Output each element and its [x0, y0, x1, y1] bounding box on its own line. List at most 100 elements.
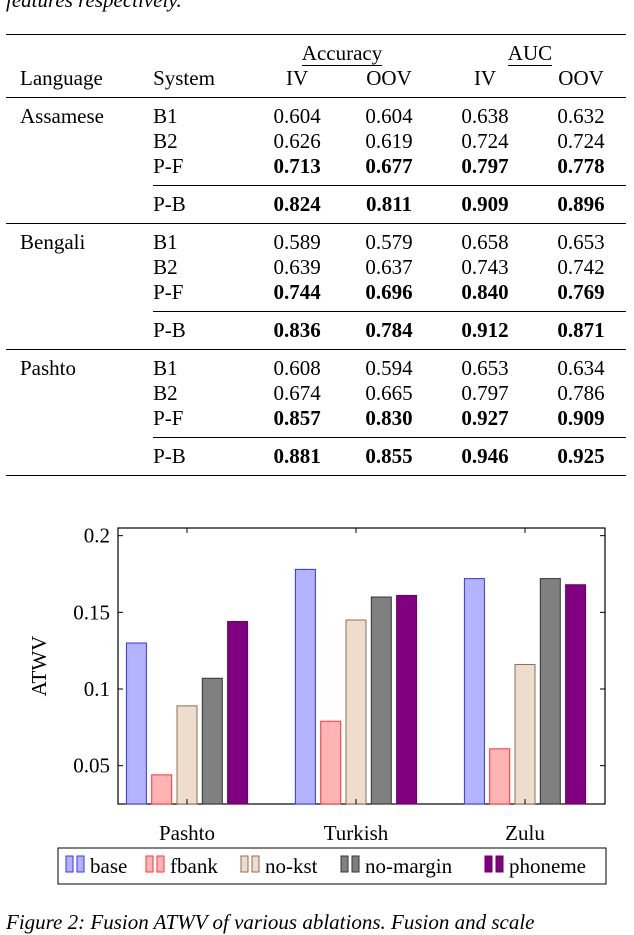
bar-phoneme: [396, 594, 418, 805]
legend-label-base: base: [90, 854, 127, 878]
value-cell: 0.713: [273, 154, 321, 178]
legend-swatch-no-kst: [251, 855, 260, 873]
table-row: P-B 0.836 0.784 0.912 0.871: [6, 311, 626, 350]
bar-no-margin: [539, 578, 561, 805]
value-cell: 0.744: [273, 280, 321, 304]
value-cell: 0.830: [365, 406, 413, 430]
x-axis-ticks: Pashto Turkish Zulu: [159, 528, 545, 845]
bar-group: [125, 568, 587, 805]
x-tick-label: Zulu: [505, 821, 545, 845]
legend-label-phoneme: phoneme: [509, 854, 586, 878]
value-cell: 0.743: [461, 255, 509, 279]
col-header-system: System: [153, 66, 215, 90]
table-row: P-B 0.824 0.811 0.909 0.896: [6, 185, 626, 224]
value-cell: 0.653: [433, 349, 537, 381]
legend-swatch-fbank: [145, 855, 154, 873]
value-cell: 0.946: [433, 437, 537, 476]
results-table: Accuracy AUC Language System IV OOV IV O…: [6, 34, 626, 476]
value-cell: 0.634: [536, 349, 626, 381]
value-cell: 0.589: [250, 223, 345, 255]
value-cell: 0.912: [433, 311, 537, 350]
value-cell: 0.855: [344, 437, 434, 476]
legend-swatch-base: [65, 855, 74, 873]
value-cell: 0.604: [250, 97, 345, 129]
value-cell: 0.638: [433, 97, 537, 129]
auc-group-header: AUC: [433, 34, 626, 66]
preceding-caption-fragment: features respectively.: [6, 0, 182, 12]
y-tick-label: 0.2: [84, 524, 110, 548]
col-header-language: Language: [20, 66, 103, 90]
bar-base: [125, 642, 147, 805]
value-cell: 0.665: [365, 381, 413, 405]
system-cell: P-F: [153, 406, 184, 430]
value-cell: 0.925: [536, 437, 626, 476]
table-row: P-B 0.881 0.855 0.946 0.925: [6, 437, 626, 476]
table-row: Assamese B1 0.604 0.604 0.638 0.632: [6, 97, 626, 129]
value-cell: 0.927: [461, 406, 509, 430]
y-axis-ticks: 0.05 0.1 0.15 0.2: [73, 524, 605, 778]
legend-label-no-margin: no-margin: [365, 854, 453, 878]
bar-fbank: [320, 720, 342, 805]
value-cell: 0.857: [273, 406, 321, 430]
bar-no-margin: [201, 677, 223, 805]
col-header-acc-iv: IV: [286, 66, 309, 90]
legend-label-no-kst: no-kst: [265, 854, 318, 878]
value-cell: 0.840: [461, 280, 509, 304]
value-cell: 0.769: [557, 280, 605, 304]
y-axis-label: ATWV: [27, 636, 51, 697]
system-cell: P-B: [153, 437, 251, 476]
system-cell: B2: [153, 255, 178, 279]
value-cell: 0.604: [344, 97, 434, 129]
value-cell: 0.674: [273, 381, 321, 405]
table-column-header-row: Language System IV OOV IV OOV: [6, 66, 626, 98]
system-cell: P-B: [153, 311, 251, 350]
value-cell: 0.626: [273, 129, 321, 153]
system-cell: P-F: [153, 154, 184, 178]
accuracy-group-header: Accuracy: [250, 34, 434, 66]
atwv-bar-chart: 0.05 0.1 0.15 0.2 Pashto Turkish Zulu ATWV ba…: [27, 524, 607, 885]
bar-no-margin: [370, 596, 392, 805]
legend-swatch-phoneme: [495, 855, 504, 873]
x-tick-label: Turkish: [324, 821, 389, 845]
value-cell: 0.836: [250, 311, 345, 350]
value-cell: 0.677: [365, 154, 413, 178]
value-cell: 0.594: [344, 349, 434, 381]
value-cell: 0.778: [557, 154, 605, 178]
table-row: P-F 0.857 0.830 0.927 0.909: [6, 406, 626, 438]
legend-swatch-base: [76, 855, 85, 873]
value-cell: 0.896: [536, 185, 626, 224]
table-group-header-row: Accuracy AUC: [6, 34, 626, 66]
value-cell: 0.724: [461, 129, 509, 153]
system-cell: B1: [153, 97, 251, 129]
system-cell: B2: [153, 381, 178, 405]
col-header-acc-oov: OOV: [366, 66, 412, 90]
value-cell: 0.909: [433, 185, 537, 224]
system-cell: P-B: [153, 185, 251, 224]
table-row: B2 0.674 0.665 0.797 0.786: [6, 381, 626, 406]
language-cell: Bengali: [6, 223, 154, 255]
value-cell: 0.608: [250, 349, 345, 381]
table-row: Bengali B1 0.589 0.579 0.658 0.653: [6, 223, 626, 255]
value-cell: 0.637: [365, 255, 413, 279]
system-cell: B1: [153, 223, 251, 255]
value-cell: 0.784: [344, 311, 434, 350]
value-cell: 0.824: [250, 185, 345, 224]
y-tick-label: 0.05: [73, 754, 110, 778]
value-cell: 0.639: [273, 255, 321, 279]
col-header-auc-oov: OOV: [558, 66, 604, 90]
value-cell: 0.881: [250, 437, 345, 476]
table-row: P-F 0.713 0.677 0.797 0.778: [6, 154, 626, 186]
language-cell: Pashto: [6, 349, 154, 381]
legend-swatch-no-kst: [240, 855, 249, 873]
system-cell: P-F: [153, 280, 184, 304]
value-cell: 0.696: [365, 280, 413, 304]
value-cell: 0.909: [557, 406, 605, 430]
value-cell: 0.653: [536, 223, 626, 255]
legend-swatch-no-margin: [351, 855, 360, 873]
bar-base: [463, 578, 485, 805]
legend-swatch-fbank: [156, 855, 165, 873]
bar-no-kst: [345, 619, 367, 805]
table-row: B2 0.626 0.619 0.724 0.724: [6, 129, 626, 154]
value-cell: 0.619: [365, 129, 413, 153]
value-cell: 0.579: [344, 223, 434, 255]
